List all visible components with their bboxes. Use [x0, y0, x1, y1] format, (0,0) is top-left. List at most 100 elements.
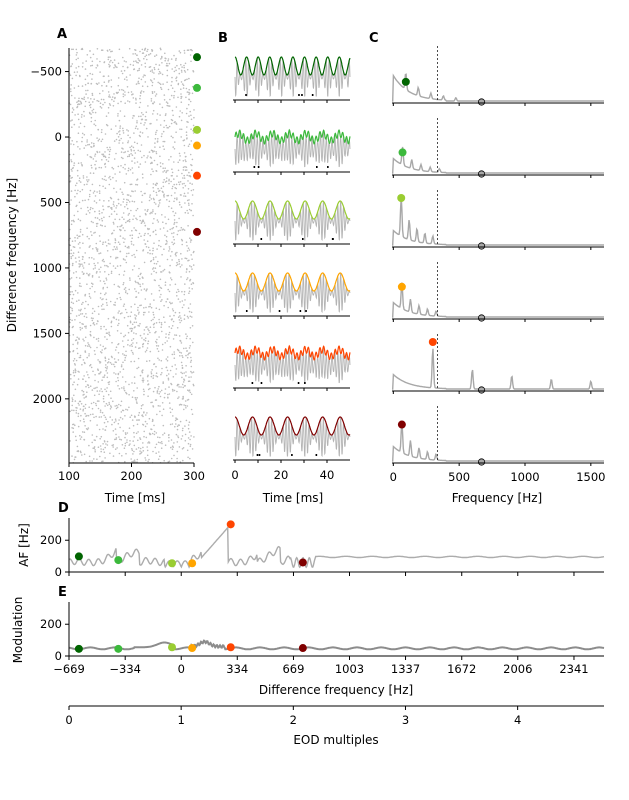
- raster-dot: [122, 353, 124, 355]
- raster-dot: [131, 93, 133, 96]
- raster-dot: [181, 172, 183, 175]
- raster-dot: [98, 276, 100, 278]
- panel-marker: [168, 559, 177, 568]
- raster-dot: [107, 393, 110, 396]
- raster-dot: [130, 148, 132, 151]
- raster-dot: [122, 166, 124, 169]
- raster-dot: [79, 231, 82, 233]
- raster-dot: [82, 242, 84, 244]
- raster-dot: [148, 417, 151, 420]
- raster-dot: [110, 59, 112, 62]
- raster-dot: [173, 178, 175, 180]
- raster-dot: [178, 396, 180, 398]
- raster-dot: [183, 195, 185, 197]
- raster-dot: [77, 402, 80, 405]
- raster-dot: [130, 360, 132, 363]
- raster-dot: [126, 86, 129, 88]
- raster-dot: [173, 54, 175, 57]
- raster-dot: [93, 98, 95, 100]
- raster-dot: [119, 426, 121, 429]
- raster-dot: [89, 297, 92, 299]
- raster-dot: [79, 326, 81, 329]
- raster-dot: [171, 76, 173, 79]
- raster-dot: [106, 387, 108, 389]
- raster-dot: [71, 167, 74, 170]
- raster-dot: [119, 110, 122, 112]
- raster-dot: [90, 231, 92, 233]
- raster-dot: [141, 156, 143, 159]
- raster-dot: [141, 379, 144, 382]
- raster-dot: [173, 353, 176, 356]
- raster-dot: [138, 232, 141, 235]
- raster-dot: [90, 220, 93, 223]
- raster-dot: [157, 138, 159, 140]
- raster-dot: [173, 97, 175, 99]
- raster-dot: [110, 272, 113, 275]
- raster-dot: [126, 252, 128, 255]
- raster-dot: [176, 64, 178, 67]
- raster-dot: [81, 233, 84, 236]
- raster-dot: [77, 65, 80, 68]
- raster-dot: [102, 395, 105, 398]
- raster-dot: [104, 264, 106, 267]
- raster-dot: [94, 374, 96, 376]
- raster-dot: [113, 229, 115, 232]
- raster-dot: [121, 376, 124, 378]
- raster-dot: [146, 50, 148, 53]
- raster-dot: [182, 139, 185, 142]
- raster-dot: [146, 288, 148, 290]
- raster-dot: [128, 47, 131, 50]
- raster-dot: [118, 419, 120, 421]
- eod-axis-tick-label: 0: [65, 713, 72, 727]
- raster-dot: [163, 194, 165, 197]
- raster-dot: [170, 446, 172, 449]
- raster-dot: [125, 76, 128, 78]
- raster-dot: [102, 397, 105, 400]
- raster-dot: [155, 152, 158, 155]
- raster-dot: [129, 136, 131, 139]
- raster-dot: [97, 359, 99, 361]
- raster-dot: [69, 306, 72, 309]
- raster-dot: [110, 270, 113, 273]
- raster-dot: [153, 91, 156, 93]
- raster-dot: [135, 321, 138, 324]
- panel-c-rows: [392, 46, 604, 466]
- raster-dot: [180, 88, 182, 90]
- raster-dot: [134, 317, 137, 319]
- raster-dot: [143, 329, 146, 331]
- raster-dot: [108, 401, 110, 404]
- panel-a-ytick-label: −500: [30, 65, 62, 79]
- raster-dot: [186, 245, 188, 247]
- raster-dot: [184, 211, 187, 214]
- raster-dot: [143, 239, 145, 241]
- raster-dot: [166, 199, 168, 201]
- raster-dot: [83, 453, 86, 456]
- raster-dot: [186, 449, 189, 452]
- raster-dot: [69, 136, 72, 139]
- raster-dot: [85, 213, 88, 215]
- raster-dot: [125, 290, 127, 292]
- panel-a-ytick-label: 500: [40, 195, 62, 209]
- raster-dot: [122, 282, 125, 284]
- raster-dot: [115, 373, 117, 375]
- raster-dot: [112, 444, 115, 446]
- raster-dot: [108, 331, 110, 334]
- panel-b-spike: [257, 166, 260, 168]
- raster-dot: [104, 133, 107, 135]
- raster-dot: [192, 124, 195, 127]
- raster-dot: [167, 59, 169, 62]
- panel-a-ytick-label: 0: [55, 130, 62, 144]
- raster-dot: [126, 129, 128, 131]
- raster-dot: [132, 218, 134, 221]
- raster-dot: [102, 376, 104, 379]
- raster-dot: [175, 59, 177, 61]
- raster-dot: [129, 279, 131, 281]
- raster-dot: [179, 155, 181, 157]
- raster-dot: [153, 159, 156, 162]
- raster-dot: [76, 445, 79, 448]
- raster-dot: [107, 112, 110, 114]
- raster-dot: [114, 301, 116, 304]
- raster-dot: [93, 447, 95, 450]
- raster-dot: [163, 94, 166, 96]
- raster-dot: [125, 354, 127, 357]
